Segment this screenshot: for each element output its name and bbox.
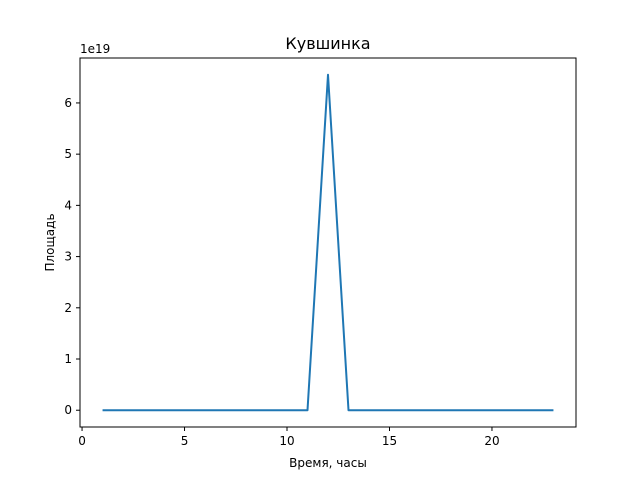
axes-frame <box>79 57 577 428</box>
y-axis: 0 1 2 3 4 5 6 <box>64 96 80 417</box>
y-tick-label: 1 <box>64 352 72 366</box>
series-line <box>102 73 554 412</box>
x-tick-label: 20 <box>484 434 499 448</box>
y-tick-label: 0 <box>64 403 72 417</box>
y-tick-label: 2 <box>64 301 72 315</box>
y-tick-label: 3 <box>64 250 72 264</box>
plot-area <box>102 73 554 412</box>
y-tick-label: 4 <box>64 198 72 212</box>
y-tick-label: 5 <box>64 147 72 161</box>
x-tick-label: 0 <box>78 434 86 448</box>
y-tick-label: 6 <box>64 96 72 110</box>
x-axis-label: Время, часы <box>289 456 367 470</box>
x-tick-label: 10 <box>279 434 294 448</box>
y-axis-multiplier: 1e19 <box>80 42 110 56</box>
x-tick-label: 15 <box>382 434 397 448</box>
chart-title: Кувшинка <box>285 34 370 53</box>
x-tick-label: 5 <box>181 434 189 448</box>
y-axis-label: Площадь <box>43 213 57 271</box>
x-axis: 0 5 10 15 20 <box>78 427 500 448</box>
